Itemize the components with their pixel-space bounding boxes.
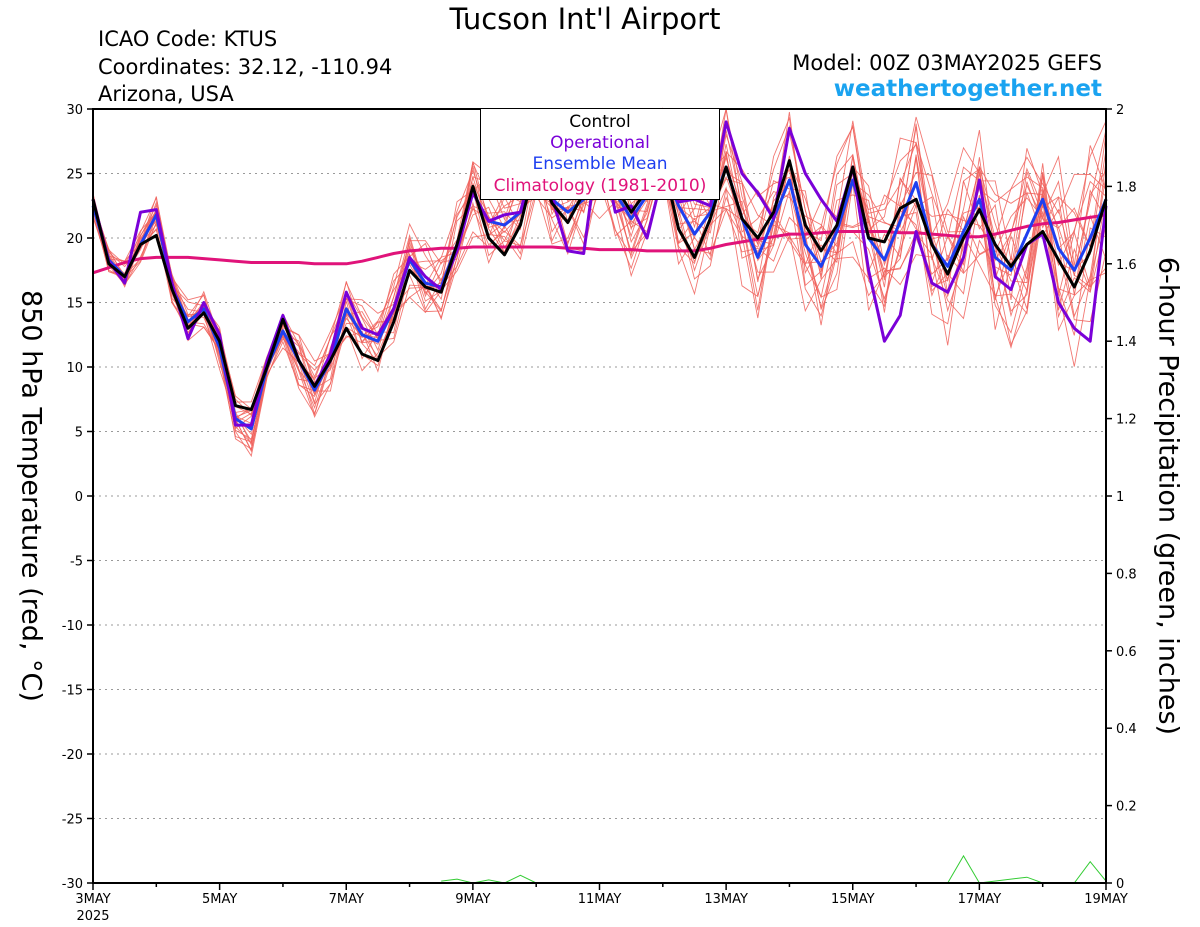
y-right-tick-label: 0.8 [1116,567,1137,582]
precipitation-series [441,854,1107,884]
y-left-tick-label: 30 [66,103,83,118]
legend-item-operational: Operational [550,133,650,153]
y-left-tick-label: 5 [75,426,83,441]
y-left-tick-label: -25 [62,813,83,828]
precipitation-line [441,854,1107,884]
y-left-tick-label: -5 [70,555,83,570]
y-left-tick-label: 15 [66,297,83,312]
y-right-tick-label: 2 [1116,103,1124,118]
x-tick-label: 7MAY [329,892,364,907]
y-left-tick-label: 25 [66,168,83,183]
y-left-tick-label: 20 [66,232,83,247]
ensemble-member-line [92,159,1107,452]
y-left-tick-label: -10 [62,619,83,634]
x-tick-label: 3MAY [75,892,110,907]
y-right-tick-label: 1.4 [1116,335,1137,350]
x-tick-label: 5MAY [202,892,237,907]
legend-item-ensemble-mean: Ensemble Mean [532,154,668,174]
legend-item-climatology: Climatology (1981-2010) [493,176,707,196]
legend: Control Operational Ensemble Mean Climat… [480,108,720,200]
x-tick-label: 9MAY [455,892,490,907]
y-left-tick-label: 10 [66,361,83,376]
y-left-tick-label: 0 [75,490,83,505]
y-right-tick-label: 0 [1116,877,1124,892]
coordinates: Coordinates: 32.12, -110.94 [98,55,393,79]
model-run: Model: 00Z 03MAY2025 GEFS [792,51,1102,75]
ensemble-mean-line [91,159,1108,431]
climatology-line [92,213,1107,275]
x-tick-label: 13MAY [704,892,748,907]
y-right-tick-label: 1.8 [1116,180,1137,195]
y-right-tick-label: 0.2 [1116,800,1137,815]
x-tick-label: 19MAY [1084,892,1128,907]
location: Arizona, USA [98,82,234,106]
y-right-tick-label: 0.4 [1116,722,1137,737]
y-left-tick-label: -20 [62,748,83,763]
chart-title: Tucson Int'l Airport [449,2,721,36]
y-left-tick-label: -30 [62,877,83,892]
legend-item-control: Control [569,112,631,132]
y-right-tick-label: 1.6 [1116,258,1137,273]
y-axis-right: 2 1.8 1.6 1.4 1.2 1 0.8 0.6 0.4 0.2 0 [1106,103,1137,892]
y-right-tick-label: 1.2 [1116,413,1137,428]
y-axis-left-label: 850 hPa Temperature (red, °C) [15,290,47,702]
y-right-tick-label: 0.6 [1116,645,1137,660]
ensemble-member-line [92,162,1107,450]
site-link[interactable]: weathertogether.net [833,76,1102,102]
x-axis: 3MAY 5MAY 7MAY 9MAY 11MAY 13MAY 15MAY 17MAY 19MA… [75,883,1128,924]
x-tick-label: 15MAY [831,892,875,907]
y-axis-left: 30 25 20 15 10 5 0 -5 -10 -15 -20 -25 -30 [62,103,93,892]
grid-lines [93,173,1106,819]
x-tick-label: 17MAY [958,892,1002,907]
y-right-tick-label: 1 [1116,490,1124,505]
x-tick-label: 11MAY [578,892,622,907]
y-left-tick-label: -15 [62,684,83,699]
icao-code: ICAO Code: KTUS [98,27,278,51]
x-year-label: 2025 [76,909,109,924]
y-axis-right-label: 6-hour Precipitation (green, inches) [1152,256,1184,736]
